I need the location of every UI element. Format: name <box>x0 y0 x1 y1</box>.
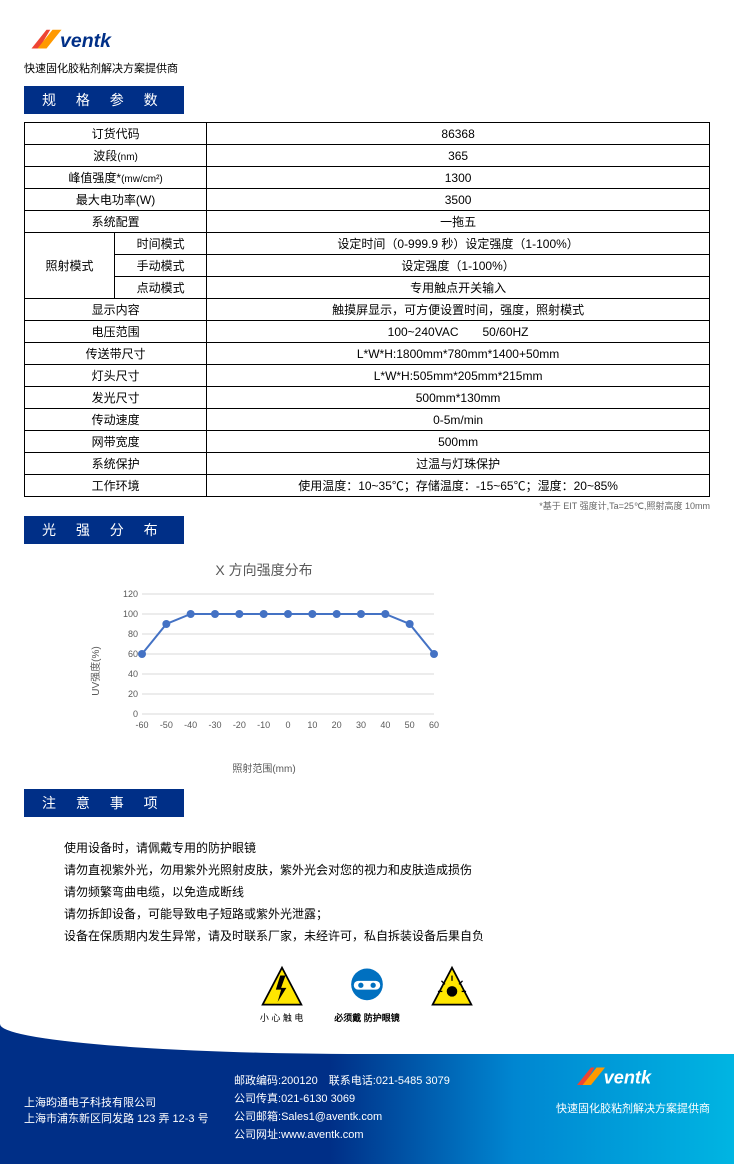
svg-text:30: 30 <box>356 720 366 730</box>
note-line: 设备在保质期内发生异常，请及时联系厂家，未经许可，私自拆装设备后果自负 <box>64 925 710 947</box>
section-title-specs: 规 格 参 数 <box>24 86 184 114</box>
svg-text:40: 40 <box>128 669 138 679</box>
table-row: 传动速度0-5m/min <box>25 409 710 431</box>
chart-xlabel: 照射范围(mm) <box>84 760 444 775</box>
table-row: 最大电功率(W)3500 <box>25 189 710 211</box>
svg-text:-60: -60 <box>135 720 148 730</box>
svg-text:60: 60 <box>128 649 138 659</box>
warning-uv <box>417 965 487 1011</box>
svg-text:0: 0 <box>133 709 138 719</box>
section-title-distribution: 光 强 分 布 <box>24 516 184 544</box>
table-row: 订货代码86368 <box>25 123 710 145</box>
spec-footnote: *基于 EIT 强度计,Ta=25℃,照射高度 10mm <box>24 499 710 512</box>
warning-goggles: 必须戴 防护眼镜 <box>332 965 402 1024</box>
table-row: 灯头尺寸L*W*H:505mm*205mm*215mm <box>25 365 710 387</box>
table-row: 点动模式专用触点开关输入 <box>25 277 710 299</box>
svg-text:-40: -40 <box>184 720 197 730</box>
svg-text:80: 80 <box>128 629 138 639</box>
svg-text:20: 20 <box>128 689 138 699</box>
section-title-notes: 注 意 事 项 <box>24 789 184 817</box>
table-row: 波段(nm)365 <box>25 145 710 167</box>
svg-text:-50: -50 <box>160 720 173 730</box>
table-row: 传送带尺寸L*W*H:1800mm*780mm*1400+50mm <box>25 343 710 365</box>
table-row: 照射模式时间模式设定时间（0-999.9 秒）设定强度（1-100%） <box>25 233 710 255</box>
goggles-icon <box>345 965 389 1009</box>
page-footer: 上海昀通电子科技有限公司 上海市浦东新区同发路 123 弄 12-3 号 邮政编… <box>0 1024 734 1164</box>
footer-company: 上海昀通电子科技有限公司 <box>24 1094 234 1110</box>
table-row: 网带宽度500mm <box>25 431 710 453</box>
table-row: 发光尺寸500mm*130mm <box>25 387 710 409</box>
notes-block: 使用设备时，请佩戴专用的防护眼镜 请勿直视紫外光，勿用紫外光照射皮肤，紫外光会对… <box>64 837 710 947</box>
footer-logo: ventk <box>484 1064 710 1096</box>
table-row: 手动模式设定强度（1-100%） <box>25 255 710 277</box>
svg-text:-20: -20 <box>233 720 246 730</box>
svg-text:50: 50 <box>405 720 415 730</box>
svg-text:10: 10 <box>307 720 317 730</box>
spec-table: 订货代码86368 波段(nm)365 峰值强度*(mw/cm²)1300 最大… <box>24 122 710 497</box>
svg-text:40: 40 <box>380 720 390 730</box>
table-row: 系统保护过温与灯珠保护 <box>25 453 710 475</box>
svg-text:120: 120 <box>123 589 138 599</box>
table-row: 显示内容触摸屏显示，可方便设置时间，强度，照射模式 <box>25 299 710 321</box>
table-row: 系统配置一拖五 <box>25 211 710 233</box>
warning-shock: 小 心 触 电 <box>247 965 317 1024</box>
note-line: 使用设备时，请佩戴专用的防护眼镜 <box>64 837 710 859</box>
uv-icon <box>430 965 474 1009</box>
footer-tagline: 快速固化胶粘剂解决方案提供商 <box>484 1100 710 1116</box>
svg-text:-30: -30 <box>208 720 221 730</box>
chart-canvas: 0 20 40 60 80 100 120 -60 -50 -40 -30 -20 -10 0 10 20 30… <box>114 586 444 736</box>
chart-title: X 方向强度分布 <box>84 560 444 580</box>
warning-icons-row: 小 心 触 电 必须戴 防护眼镜 <box>24 965 710 1024</box>
svg-text:60: 60 <box>429 720 439 730</box>
svg-text:0: 0 <box>285 720 290 730</box>
svg-text:ventk: ventk <box>604 1068 652 1088</box>
intensity-chart: X 方向强度分布 UV强度(%) 020406080100120-60-50-4… <box>84 560 444 775</box>
chart-ylabel: UV强度(%) <box>87 646 102 695</box>
svg-text:20: 20 <box>332 720 342 730</box>
svg-text:-10: -10 <box>257 720 270 730</box>
table-row: 工作环境使用温度：10~35℃；存储温度：-15~65℃；湿度：20~85% <box>25 475 710 497</box>
shock-icon <box>260 965 304 1009</box>
note-line: 请勿拆卸设备，可能导致电子短路或紫外光泄露； <box>64 903 710 925</box>
note-line: 请勿直视紫外光，勿用紫外光照射皮肤，紫外光会对您的视力和皮肤造成损伤 <box>64 859 710 881</box>
note-line: 请勿频繁弯曲电缆，以免造成断线 <box>64 881 710 903</box>
brand-tagline: 快速固化胶粘剂解决方案提供商 <box>24 60 710 76</box>
svg-text:100: 100 <box>123 609 138 619</box>
svg-text:ventk: ventk <box>60 30 112 52</box>
table-row: 峰值强度*(mw/cm²)1300 <box>25 167 710 189</box>
table-row: 电压范围100~240VAC 50/60HZ <box>25 321 710 343</box>
brand-logo: ventk <box>24 24 710 58</box>
footer-address: 上海市浦东新区同发路 123 弄 12-3 号 <box>24 1110 234 1126</box>
